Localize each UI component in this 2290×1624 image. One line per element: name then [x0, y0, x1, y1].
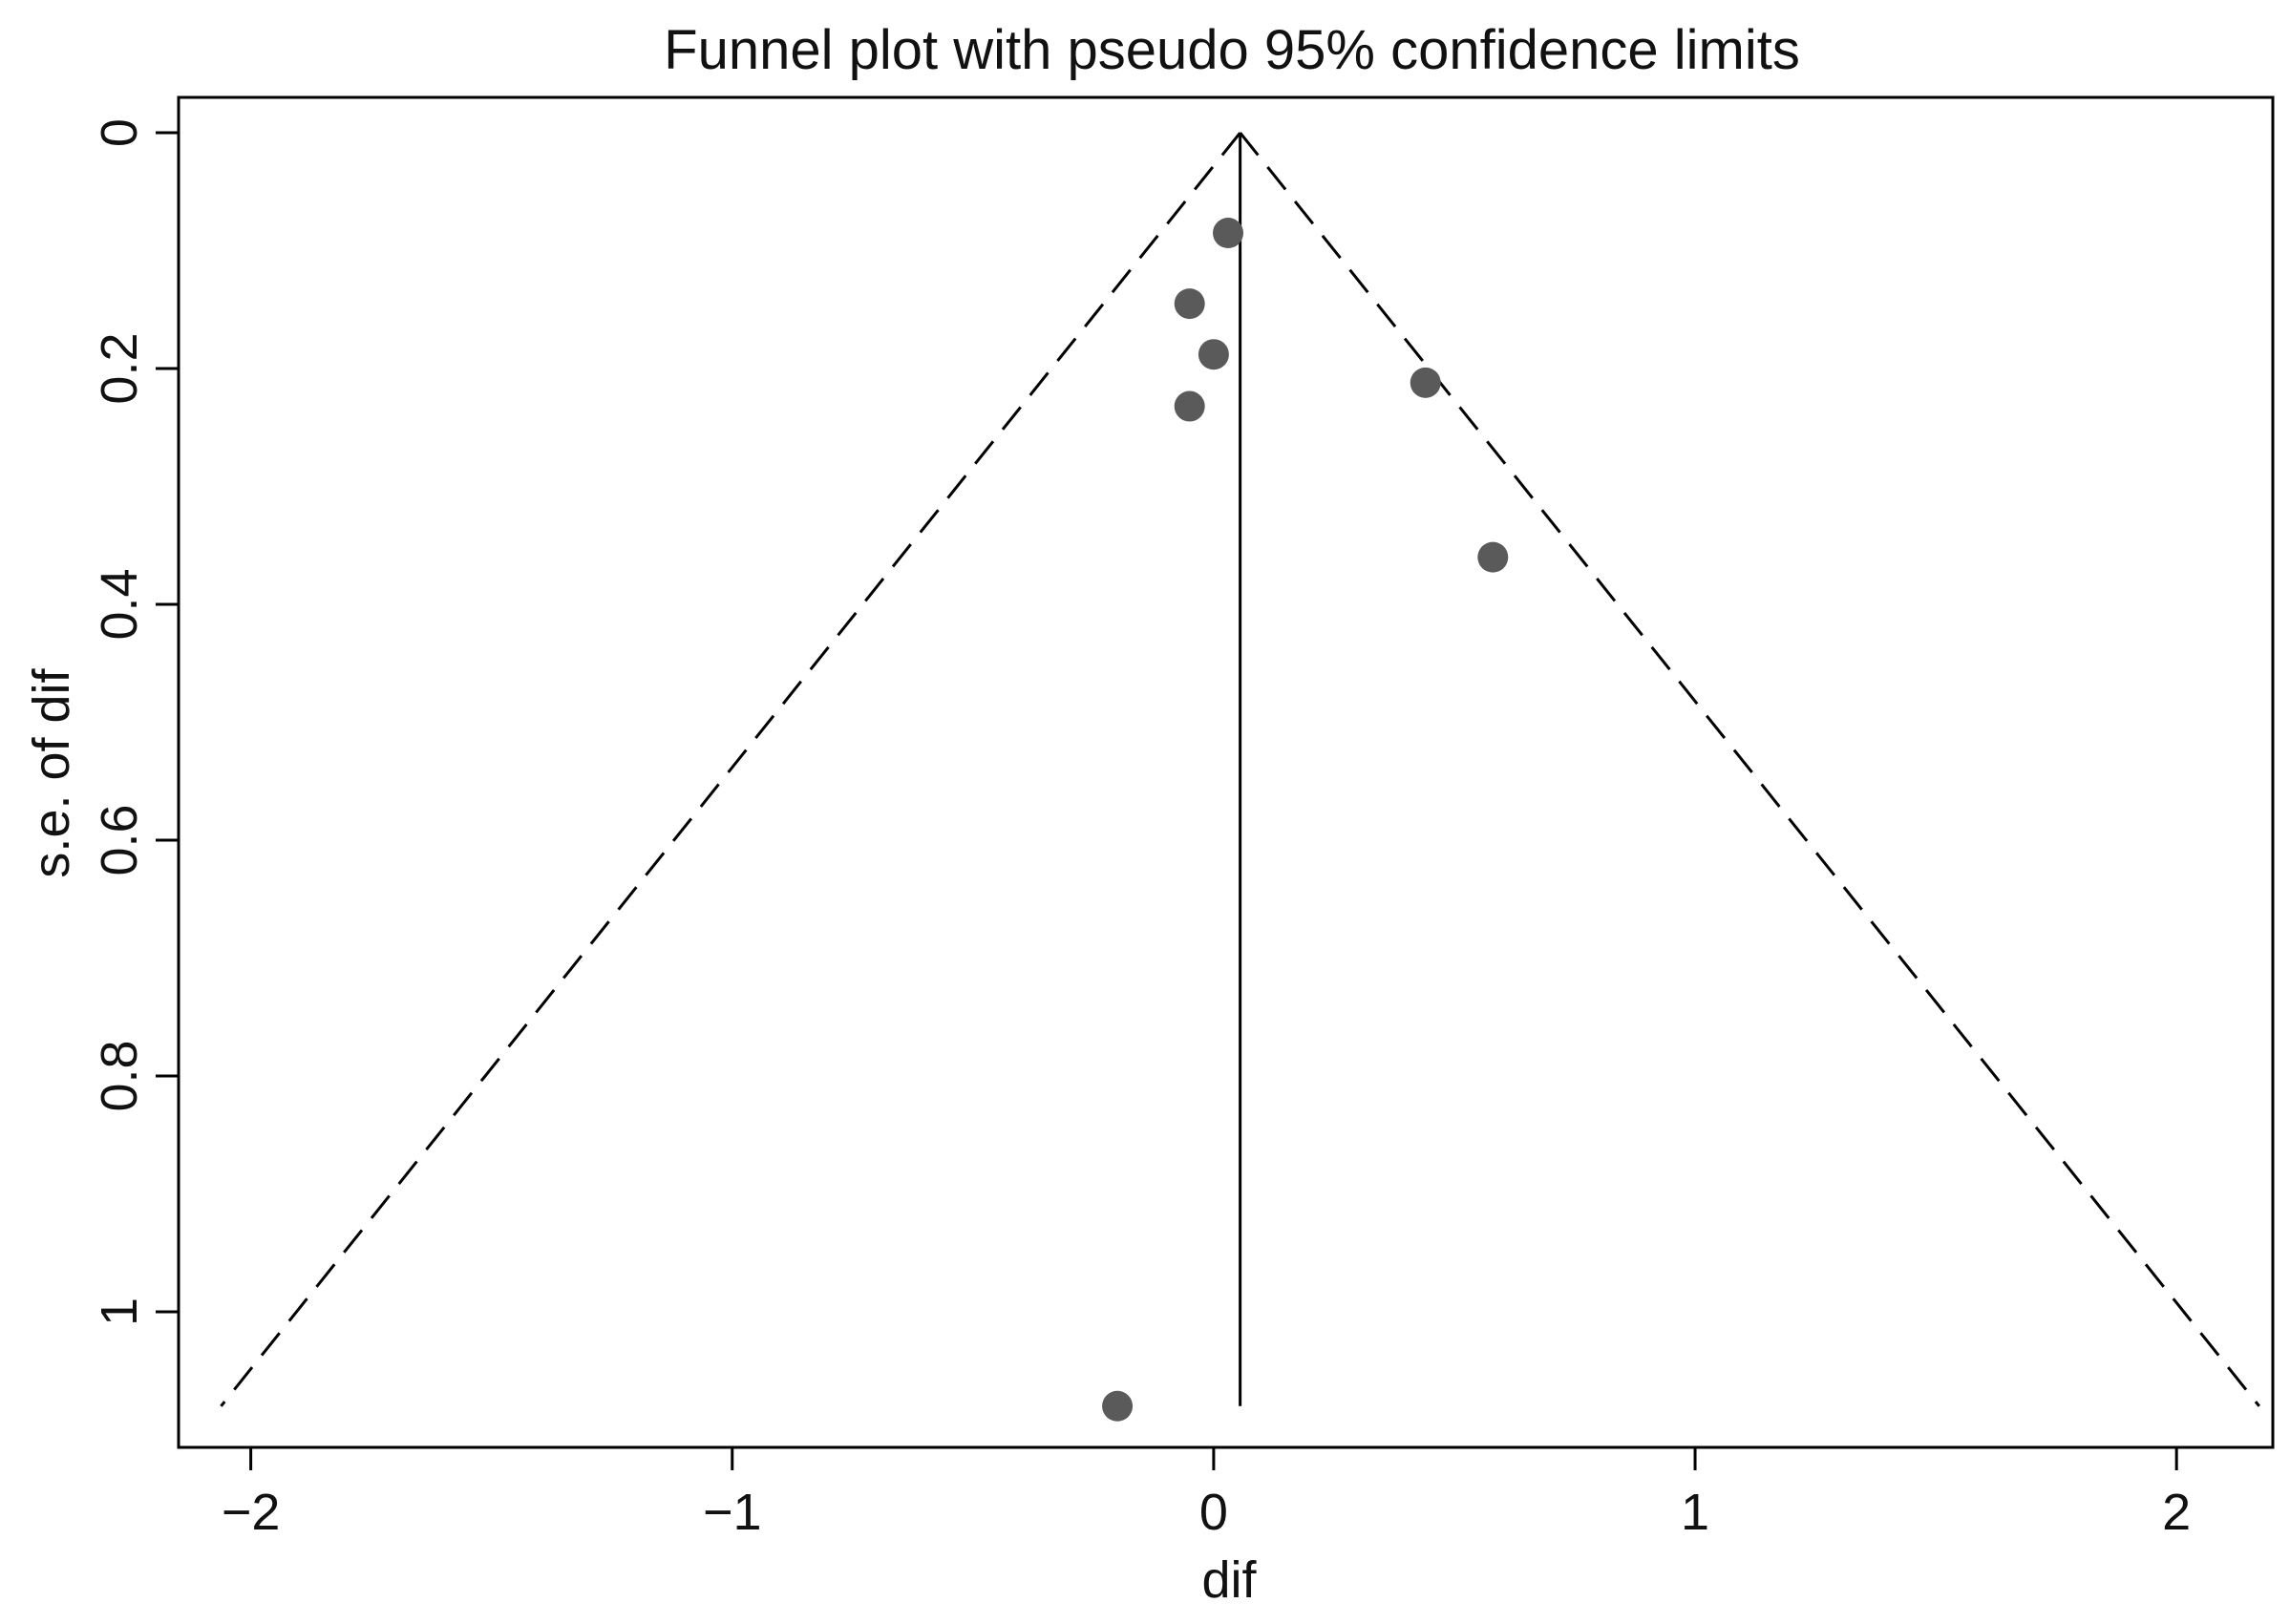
data-point: [1102, 1390, 1134, 1422]
y-tick-label: 0.4: [91, 568, 148, 640]
lower-confidence-limit: [220, 132, 1241, 1407]
funnel-lines: [220, 132, 2260, 1407]
data-points: [1102, 218, 1509, 1422]
plot-area-frame: [177, 95, 2275, 1449]
y-tick-label: 0.2: [91, 332, 148, 404]
x-tick-label: −2: [222, 1484, 281, 1541]
y-axis: 0 0.2 0.4 0.6 0.8 1: [91, 118, 179, 1326]
data-point: [1410, 367, 1441, 398]
x-tick-label: 2: [2162, 1484, 2191, 1541]
data-point: [1174, 390, 1205, 422]
y-tick-label: 0.6: [91, 804, 148, 875]
data-point: [1174, 288, 1205, 320]
x-tick-label: 0: [1199, 1484, 1228, 1541]
y-axis-label: s.e. of dif: [23, 667, 80, 877]
y-tick-label: 0: [91, 118, 148, 147]
chart-title: Funnel plot with pseudo 95% confidence l…: [664, 19, 1800, 81]
x-axis: −2 −1 0 1 2: [222, 1447, 2191, 1541]
data-point: [1477, 541, 1509, 573]
data-point: [1198, 339, 1229, 370]
y-tick-label: 1: [91, 1297, 148, 1326]
y-tick-label: 0.8: [91, 1040, 148, 1111]
x-axis-label: dif: [1201, 1551, 1257, 1609]
data-point: [1213, 218, 1244, 249]
x-tick-label: 1: [1681, 1484, 1709, 1541]
upper-confidence-limit: [1239, 132, 2260, 1407]
x-tick-label: −1: [703, 1484, 762, 1541]
